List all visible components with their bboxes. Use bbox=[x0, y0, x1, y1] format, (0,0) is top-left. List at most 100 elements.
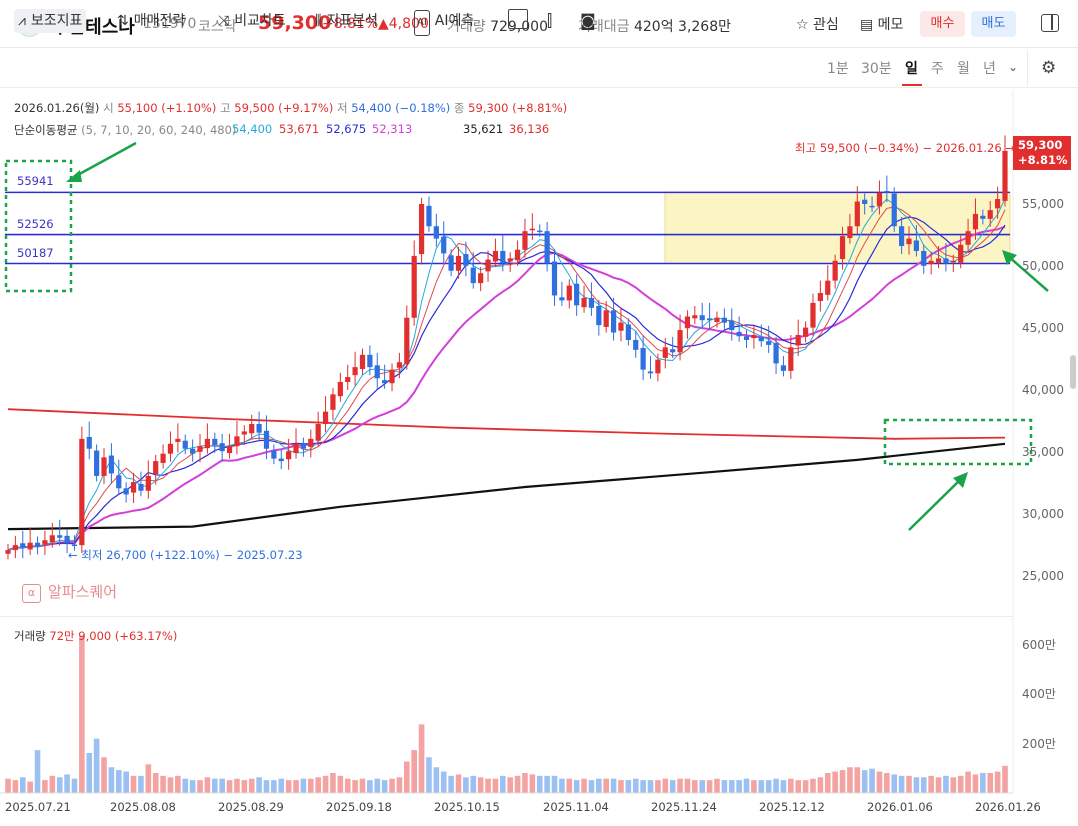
candle-body bbox=[94, 450, 100, 476]
volume-bar bbox=[189, 780, 196, 793]
indicators-button[interactable]: ⩘ 보조지표 bbox=[14, 9, 87, 33]
period-1m[interactable]: 1분 bbox=[827, 61, 849, 77]
volume-bar bbox=[226, 780, 233, 793]
stock-header: 두산테스나 131970 코스닥 59,300 +8.81% ▲4,800 거래… bbox=[0, 0, 1078, 48]
candle-body bbox=[788, 347, 794, 371]
strategy-button[interactable]: ⇅ 매매전략 bbox=[117, 9, 185, 33]
period-30m[interactable]: 30분 bbox=[861, 61, 892, 77]
analysis-button[interactable]: ⫼ 지표분석 bbox=[315, 9, 378, 33]
volume-bar bbox=[448, 775, 454, 793]
volume-bar bbox=[647, 780, 654, 793]
period-day[interactable]: 일 bbox=[905, 61, 918, 77]
volume-bar bbox=[898, 775, 905, 793]
toolbar-divider bbox=[1027, 50, 1028, 86]
ma-7-line bbox=[7, 206, 1006, 551]
candle-body bbox=[640, 347, 646, 370]
candle-body bbox=[42, 540, 48, 545]
volume-bar bbox=[404, 761, 410, 793]
candle-body bbox=[618, 322, 624, 331]
candle-body bbox=[27, 542, 33, 550]
date-tick: 2026.01.26 bbox=[975, 800, 1041, 814]
box-draw-icon[interactable] bbox=[508, 9, 528, 29]
candle-body bbox=[278, 458, 284, 462]
volume-bar bbox=[699, 780, 706, 793]
volume-bar bbox=[330, 772, 336, 793]
camera-icon[interactable]: ◙ bbox=[580, 11, 596, 30]
ohlc-date: 2026.01.26(월) bbox=[14, 101, 100, 115]
candle-body bbox=[766, 341, 772, 345]
candle-body bbox=[581, 297, 587, 308]
memo-button[interactable]: ▤ 메모 bbox=[860, 17, 904, 33]
ai-predict-button[interactable]: AI AI예측 bbox=[414, 9, 474, 36]
candle-body bbox=[529, 228, 535, 231]
volume-bar bbox=[12, 780, 19, 793]
candle-body bbox=[433, 226, 439, 239]
price-tick: 30,000 bbox=[1022, 507, 1064, 521]
candle-body bbox=[470, 267, 476, 284]
volume-bar bbox=[795, 780, 802, 793]
candle-body bbox=[256, 424, 262, 433]
candle-type-icon[interactable]: ⫿ bbox=[547, 11, 553, 30]
chevron-down-icon[interactable]: ⌄ bbox=[1008, 60, 1019, 74]
volume-bar bbox=[477, 777, 484, 793]
annotation-arrow bbox=[73, 141, 137, 179]
candle-body bbox=[367, 354, 373, 368]
volume-bar bbox=[529, 774, 536, 793]
volume-bar bbox=[64, 774, 70, 793]
candle-body bbox=[943, 258, 949, 264]
volume-bar bbox=[869, 768, 875, 793]
candle-body bbox=[145, 475, 151, 491]
volume-bar bbox=[337, 775, 344, 793]
favorite-button[interactable]: ☆ 관심 bbox=[796, 17, 839, 33]
gear-icon[interactable]: ⚙ bbox=[1041, 58, 1057, 78]
candle-body bbox=[862, 199, 868, 204]
volume-bar bbox=[307, 778, 314, 793]
period-year[interactable]: 년 bbox=[983, 61, 996, 77]
candle-body bbox=[241, 431, 247, 435]
candle-body bbox=[374, 365, 380, 379]
compare-icon: ⤨ bbox=[218, 13, 230, 29]
volume-bar bbox=[928, 775, 934, 793]
volume-bar bbox=[152, 772, 159, 793]
volume-tick: 400만 bbox=[1022, 687, 1056, 701]
volume-bar bbox=[160, 775, 166, 793]
candle-body bbox=[64, 535, 70, 543]
annotation-box bbox=[4, 159, 73, 293]
volume-bar bbox=[655, 780, 661, 793]
candle-body bbox=[773, 343, 779, 364]
volume-bar bbox=[854, 767, 861, 793]
candle-body bbox=[921, 250, 927, 266]
volume-bar bbox=[248, 778, 255, 793]
volume-bar bbox=[950, 777, 957, 793]
candle-body bbox=[662, 347, 668, 358]
scrollbar[interactable] bbox=[1070, 355, 1076, 389]
volume-bar bbox=[396, 777, 403, 793]
watermark: α 알파스퀘어 bbox=[22, 581, 117, 603]
buy-button[interactable]: 매수 bbox=[920, 11, 965, 37]
period-week[interactable]: 주 bbox=[931, 61, 944, 77]
period-month[interactable]: 월 bbox=[957, 61, 970, 77]
volume-bar bbox=[27, 781, 33, 793]
volume-bar bbox=[418, 724, 425, 793]
volume-bar bbox=[115, 770, 122, 793]
ma-480-value: 36,136 bbox=[509, 122, 550, 136]
candle-body bbox=[950, 260, 956, 263]
candle-body bbox=[854, 201, 860, 227]
sell-button[interactable]: 매도 bbox=[971, 11, 1016, 37]
annotation-arrowhead bbox=[66, 170, 82, 182]
volume-value: 729,000 bbox=[490, 19, 548, 35]
candle-body bbox=[300, 443, 307, 449]
candle-body bbox=[337, 381, 343, 397]
candle-body bbox=[817, 292, 823, 302]
volume-bar bbox=[566, 778, 573, 793]
layout-toggle-icon[interactable] bbox=[1041, 14, 1059, 32]
compare-button[interactable]: ⤨ 비교차트 bbox=[218, 9, 286, 33]
chart-toolbar bbox=[0, 48, 1078, 88]
volume-bar bbox=[573, 780, 580, 793]
volume-bar bbox=[234, 778, 240, 793]
volume-info: 거래량 729,000 bbox=[447, 16, 548, 36]
volume-bar bbox=[241, 780, 248, 793]
volume-panel-title: 거래량 72만 9,000 (+63.17%) bbox=[14, 628, 177, 644]
candle-body bbox=[610, 310, 617, 333]
